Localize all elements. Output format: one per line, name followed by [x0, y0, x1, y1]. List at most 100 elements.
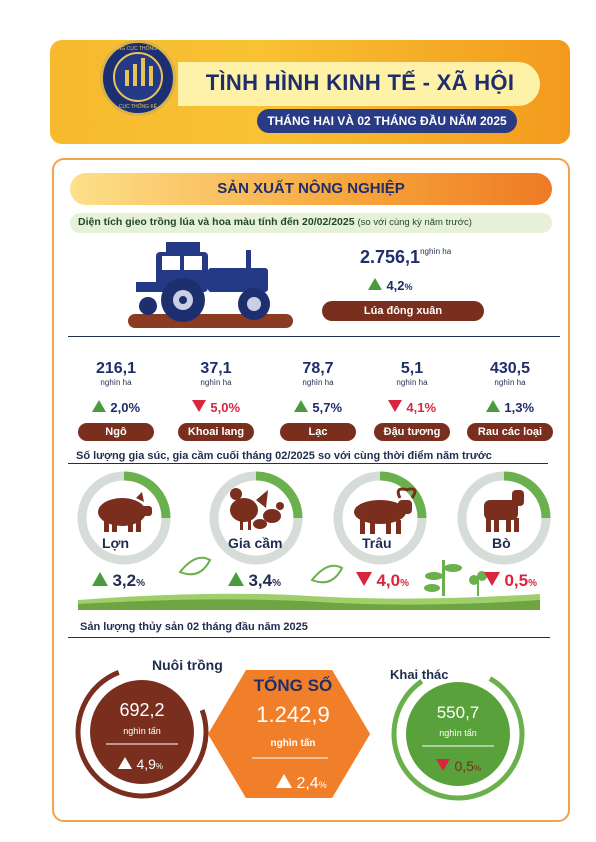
livestock-title: Số lượng gia súc, gia cầm cuối tháng 02/…: [76, 450, 492, 462]
rice-unit: nghìn ha: [420, 247, 452, 256]
area-caption: Diện tích gieo trồng lúa và hoa màu tính…: [78, 216, 472, 228]
rice-change: 4,2%: [368, 277, 413, 295]
crop-change: 4,1%: [364, 399, 460, 417]
crop-label-pill: Đậu tương: [374, 423, 450, 441]
total-value: 1.242,9: [256, 702, 330, 727]
rice-label-pill: Lúa đông xuân: [322, 301, 484, 321]
crop-change: 1,3%: [462, 399, 558, 417]
crop-item: 78,7 nghìn ha 5,7% Lạc: [270, 360, 366, 441]
leaf-icon: [178, 556, 344, 584]
logo-bottom-text: CỤC THỐNG KÊ: [118, 104, 158, 110]
crop-label-pill: Lạc: [280, 423, 356, 441]
title-band: [178, 62, 540, 106]
crop-change-value: 1,3%: [504, 400, 535, 415]
divider-3: [68, 637, 550, 638]
down-arrow-icon: [484, 572, 500, 586]
crop-item: 37,1 nghìn ha 5,0% Khoai lang: [168, 360, 264, 441]
cow-icon: [484, 490, 524, 532]
crop-change: 5,7%: [270, 399, 366, 417]
logo-emblem: [113, 52, 163, 102]
divider-2: [68, 463, 548, 464]
farming-value: 692,2: [119, 700, 165, 720]
section-title: SẢN XUẤT NÔNG NGHIỆP: [217, 180, 405, 197]
rice-change-unit: %: [404, 282, 413, 292]
total-change: 2,4%: [276, 774, 327, 793]
crop-item: 216,1 nghìn ha 2,0% Ngô: [68, 360, 164, 441]
total-label: TỔNG SỐ: [253, 676, 333, 695]
up-arrow-icon: [485, 400, 500, 412]
down-arrow-icon: [356, 572, 372, 586]
tractor-icon: [128, 242, 293, 328]
farming-change: 4,9%: [118, 756, 163, 774]
poultry-icon: [230, 488, 284, 530]
buffalo-label: Trâu: [362, 535, 392, 551]
fishery-graphic: [75, 665, 525, 801]
catch-unit: nghìn tấn: [439, 728, 477, 738]
crop-unit: nghìn ha: [494, 378, 526, 387]
crop-change-value: 5,0%: [210, 400, 241, 415]
rice-value-block: 2.756,1nghìn ha: [360, 247, 451, 268]
crop-unit: nghìn ha: [396, 378, 428, 387]
area-note: (so với cùng kỳ năm trước): [357, 217, 472, 228]
crop-value: 5,1: [400, 360, 424, 377]
cow-ring: [457, 471, 551, 565]
catch-label: Khai thác: [390, 667, 449, 682]
divider-1: [68, 336, 560, 337]
catch-change: 0,5%: [436, 758, 481, 776]
up-arrow-icon: [293, 400, 308, 412]
cow-change: 0,5%: [484, 571, 537, 591]
down-arrow-icon: [387, 400, 402, 412]
catch-value: 550,7: [436, 703, 480, 722]
crop-change-value: 5,7%: [312, 400, 343, 415]
crop-label-pill: Rau các loại: [467, 423, 553, 441]
crop-value: 216,1: [95, 360, 137, 377]
crop-label-pill: Ngô: [78, 423, 154, 441]
plant-icon: [424, 560, 487, 596]
fishery-title: Sản lượng thủy sản 02 tháng đầu năm 2025: [80, 621, 308, 633]
crop-value: 37,1: [200, 360, 232, 377]
pig-icon: [98, 492, 152, 532]
crop-unit: nghìn ha: [100, 378, 132, 387]
poultry-label: Gia cầm: [228, 535, 283, 551]
page-subtitle: THÁNG HAI VÀ 02 THÁNG ĐẦU NĂM 2025: [257, 109, 517, 133]
down-arrow-icon: [191, 400, 206, 412]
up-arrow-icon: [92, 572, 108, 586]
pig-change: 3,2%: [92, 571, 145, 591]
rice-value: 2.756,1: [360, 247, 421, 267]
crop-change-value: 2,0%: [110, 400, 141, 415]
up-arrow-icon: [91, 400, 106, 412]
buffalo-change: 4,0%: [356, 571, 409, 591]
crop-item: 430,5 nghìn ha 1,3% Rau các loại: [462, 360, 558, 441]
farming-label: Nuôi trồng: [152, 657, 223, 673]
poultry-ring: [209, 471, 303, 565]
crop-label-pill: Khoai lang: [178, 423, 254, 441]
content-card: [52, 158, 570, 822]
section-banner: [70, 173, 552, 205]
down-arrow-icon: [436, 759, 450, 771]
crop-change: 5,0%: [168, 399, 264, 417]
crop-change-value: 4,1%: [406, 400, 437, 415]
crop-value: 430,5: [489, 360, 531, 377]
buffalo-icon: [354, 487, 417, 534]
area-label: Diện tích gieo trồng lúa và hoa màu tính…: [78, 216, 355, 228]
crop-item: 5,1 nghìn ha 4,1% Đậu tương: [364, 360, 460, 441]
cow-label: Bò: [492, 535, 511, 551]
up-arrow-icon: [276, 774, 292, 788]
area-bar: [70, 213, 552, 233]
up-arrow-icon: [228, 572, 244, 586]
crop-unit: nghìn ha: [200, 378, 232, 387]
rice-change-value: 4,2: [386, 278, 405, 293]
crop-value: 78,7: [302, 360, 334, 377]
poultry-change: 3,4%: [228, 571, 281, 591]
crop-change: 2,0%: [68, 399, 164, 417]
livestock-graphic: [77, 471, 551, 610]
page-title: TÌNH HÌNH KINH TẾ - XÃ HỘI: [205, 70, 515, 95]
pig-label: Lợn: [102, 535, 130, 551]
farming-unit: nghìn tấn: [123, 726, 161, 736]
pig-ring: [77, 471, 171, 565]
logo-top-text: TỔNG CỤC THỐNG KÊ: [110, 46, 166, 52]
crop-unit: nghìn ha: [302, 378, 334, 387]
up-arrow-icon: [118, 757, 132, 769]
up-arrow-icon: [368, 278, 382, 290]
total-unit: nghìn tấn: [270, 738, 316, 749]
